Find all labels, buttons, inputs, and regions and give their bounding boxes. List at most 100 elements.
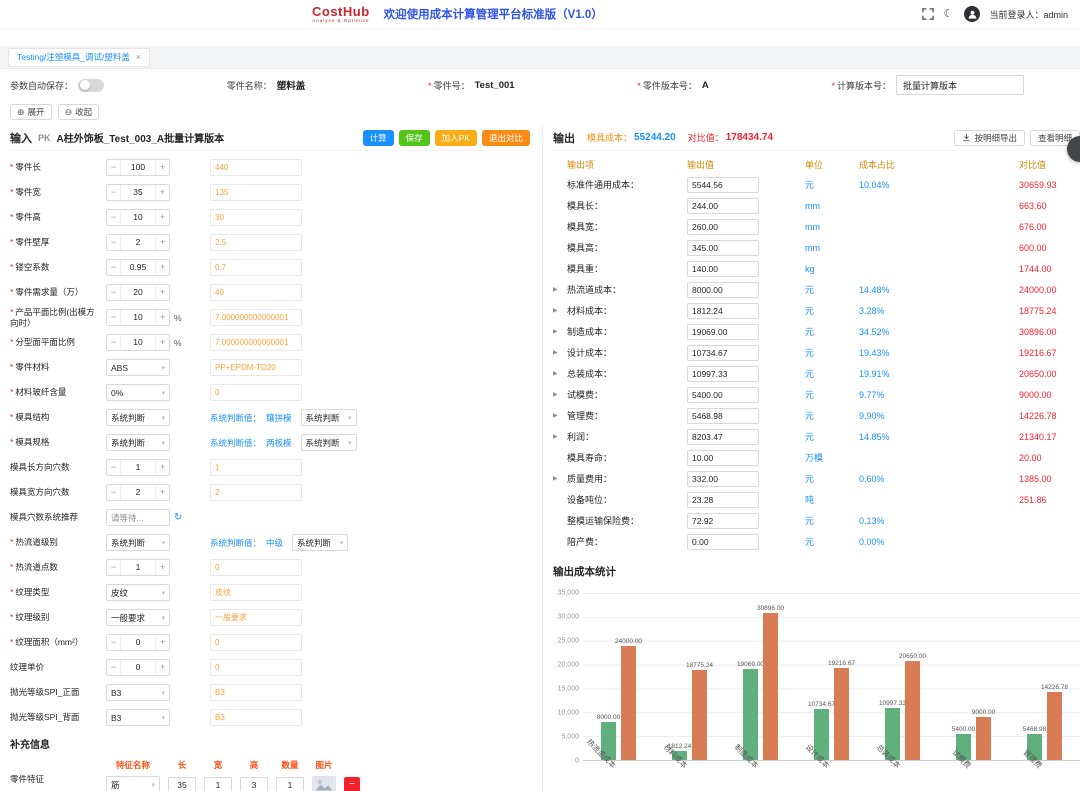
expand-caret-icon[interactable]: ▶ (553, 287, 558, 293)
view-detail-button[interactable]: 查看明细 (1029, 129, 1080, 146)
compare-dropdown[interactable]: 系统判断 ▾ (300, 409, 357, 426)
dropdown-select[interactable]: 皮纹 ▾ (106, 584, 170, 601)
increment-icon[interactable]: + (155, 210, 169, 225)
increment-icon[interactable]: + (155, 635, 169, 650)
increment-icon[interactable]: + (155, 485, 169, 500)
stepper-value[interactable]: 2 (135, 237, 141, 247)
increment-icon[interactable]: + (155, 285, 169, 300)
decrement-icon[interactable]: − (107, 210, 121, 225)
feature-image-thumbnail[interactable] (312, 776, 336, 791)
decrement-icon[interactable]: − (107, 335, 121, 350)
dropdown-select[interactable]: 0% ▾ (106, 384, 170, 401)
feature-qty-input[interactable]: 1 (276, 776, 304, 791)
number-stepper[interactable]: − 10 + (106, 334, 170, 351)
increment-icon[interactable]: + (155, 310, 169, 325)
tab-current-part[interactable]: Testing/注塑模具_调试/塑料盖 × (8, 47, 151, 67)
stepper-value[interactable]: 1 (135, 462, 141, 472)
expand-button[interactable]: ⊕ 展开 (10, 104, 52, 120)
number-stepper[interactable]: − 10 + (106, 209, 170, 226)
output-item-label: 设备吨位： (567, 495, 613, 505)
exit-compare-button[interactable]: 退出对比 (481, 129, 530, 146)
stepper-value[interactable]: 10 (133, 337, 143, 347)
dropdown-select[interactable]: 系统判断 ▾ (106, 434, 170, 451)
export-detail-button[interactable]: 按明细导出 (954, 129, 1025, 146)
expand-caret-icon[interactable]: ▶ (553, 371, 558, 377)
increment-icon[interactable]: + (155, 560, 169, 575)
dropdown-select[interactable]: ABS ▾ (106, 359, 170, 376)
calc-version-input[interactable]: 批量计算版本 (895, 75, 1024, 95)
dropdown-select[interactable]: 系统判断 ▾ (106, 409, 170, 426)
decrement-icon[interactable]: − (107, 260, 121, 275)
number-stepper[interactable]: − 0 + (106, 634, 170, 651)
calculate-button[interactable]: 计算 (362, 129, 394, 146)
increment-icon[interactable]: + (155, 235, 169, 250)
auto-save-toggle[interactable] (78, 78, 105, 92)
tab-close-icon[interactable]: × (135, 52, 142, 62)
collapse-button[interactable]: ⊖ 收起 (57, 104, 100, 120)
increment-icon[interactable]: + (155, 335, 169, 350)
dark-mode-icon[interactable]: ☾ (943, 8, 954, 20)
expand-caret-icon[interactable]: ▶ (553, 476, 558, 482)
floating-assistant-button[interactable] (1067, 136, 1080, 162)
dropdown-select[interactable]: 一般要求 ▾ (106, 609, 170, 626)
feature-length-input[interactable]: 35 (168, 776, 196, 791)
add-pk-button[interactable]: 加入PK (434, 129, 477, 146)
stepper-value[interactable]: 100 (130, 162, 146, 172)
decrement-icon[interactable]: − (107, 310, 121, 325)
number-stepper[interactable]: − 0 + (106, 659, 170, 676)
number-stepper[interactable]: − 1 + (106, 559, 170, 576)
feature-width-input[interactable]: 1 (204, 776, 232, 791)
stepper-value[interactable]: 10 (133, 312, 143, 322)
decrement-icon[interactable]: − (107, 185, 121, 200)
expand-caret-icon[interactable]: ▶ (553, 308, 558, 314)
decrement-icon[interactable]: − (107, 235, 121, 250)
compare-cell: 系统判断值： 镶拼模 系统判断 ▾ (210, 409, 530, 426)
decrement-icon[interactable]: − (107, 635, 121, 650)
dropdown-select[interactable]: 系统判断 ▾ (106, 534, 170, 551)
stepper-value[interactable]: 35 (133, 187, 143, 197)
stepper-value[interactable]: 20 (133, 287, 143, 297)
text-input[interactable]: 请等待... (106, 509, 170, 526)
expand-caret-icon[interactable]: ▶ (553, 329, 558, 335)
user-avatar[interactable] (964, 6, 981, 22)
increment-icon[interactable]: + (155, 185, 169, 200)
number-stepper[interactable]: − 20 + (106, 284, 170, 301)
stepper-value[interactable]: 2 (135, 487, 141, 497)
number-stepper[interactable]: − 10 + (106, 309, 170, 326)
delete-feature-button[interactable]: − (344, 776, 360, 791)
stepper-value[interactable]: 0 (135, 662, 141, 672)
dropdown-select[interactable]: B3 ▾ (106, 684, 170, 701)
decrement-icon[interactable]: − (107, 485, 121, 500)
compare-dropdown[interactable]: 系统判断 ▾ (300, 434, 357, 451)
increment-icon[interactable]: + (155, 660, 169, 675)
number-stepper[interactable]: − 2 + (106, 484, 170, 501)
save-button[interactable]: 保存 (398, 129, 430, 146)
number-stepper[interactable]: − 35 + (106, 184, 170, 201)
number-stepper[interactable]: − 1 + (106, 459, 170, 476)
decrement-icon[interactable]: − (107, 160, 121, 175)
decrement-icon[interactable]: − (107, 285, 121, 300)
expand-caret-icon[interactable]: ▶ (553, 392, 558, 398)
fullscreen-icon[interactable] (922, 8, 935, 20)
decrement-icon[interactable]: − (107, 660, 121, 675)
stepper-value[interactable]: 1 (135, 562, 141, 572)
increment-icon[interactable]: + (155, 160, 169, 175)
refresh-icon[interactable]: ↻ (174, 512, 183, 523)
stepper-value[interactable]: 10 (133, 212, 143, 222)
expand-caret-icon[interactable]: ▶ (553, 350, 558, 356)
expand-caret-icon[interactable]: ▶ (553, 434, 558, 440)
number-stepper[interactable]: −100 + (106, 159, 170, 176)
decrement-icon[interactable]: − (107, 560, 121, 575)
number-stepper[interactable]: −0.95 + (106, 259, 170, 276)
feature-name-select[interactable]: 筋 ▾ (106, 776, 160, 791)
dropdown-select[interactable]: B3 ▾ (106, 709, 170, 726)
stepper-value[interactable]: 0 (135, 637, 141, 647)
compare-dropdown[interactable]: 系统判断 ▾ (292, 534, 349, 551)
stepper-value[interactable]: 0.95 (129, 262, 147, 272)
feature-height-input[interactable]: 3 (240, 776, 268, 791)
increment-icon[interactable]: + (155, 260, 169, 275)
increment-icon[interactable]: + (155, 460, 169, 475)
number-stepper[interactable]: − 2 + (106, 234, 170, 251)
expand-caret-icon[interactable]: ▶ (553, 413, 558, 419)
decrement-icon[interactable]: − (107, 460, 121, 475)
